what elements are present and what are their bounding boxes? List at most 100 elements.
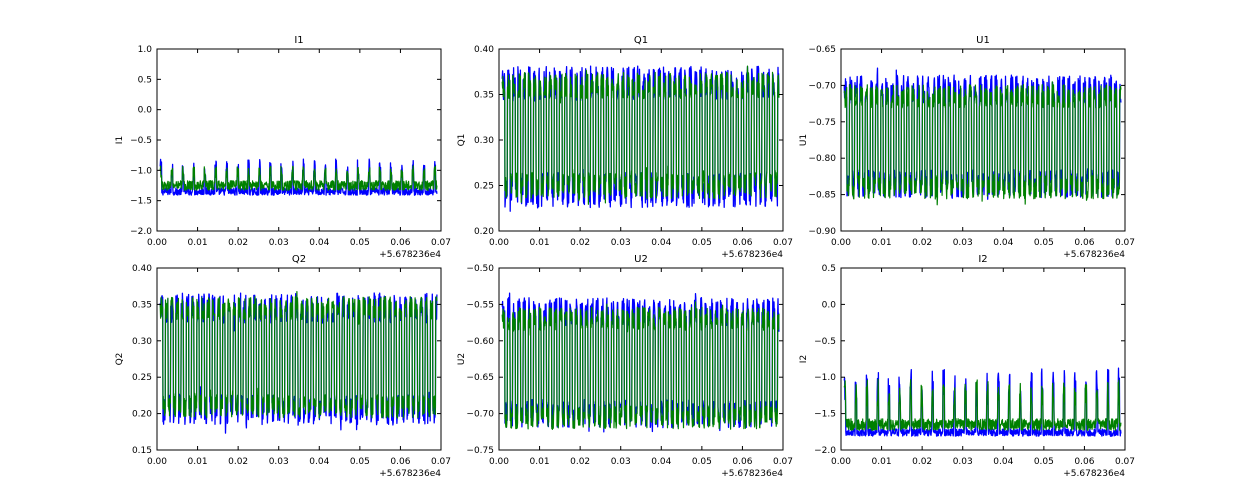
x-tick-label: 0.03 bbox=[953, 238, 973, 248]
subplot-q1: 0.00 0.01 0.02 0.03 0.04 0.05 0.06 0.07 +5.67823… bbox=[457, 35, 793, 260]
x-offset-label: +5.678236e4 bbox=[379, 469, 441, 479]
subplot-title: U2 bbox=[634, 254, 648, 265]
x-tick-label: 0.03 bbox=[611, 457, 631, 467]
y-tick-label: 0.20 bbox=[474, 227, 494, 237]
y-tick-label: 0.15 bbox=[132, 446, 152, 456]
series-line-2 bbox=[501, 301, 780, 430]
y-tick-label: 1.0 bbox=[138, 45, 153, 55]
series-line-2 bbox=[159, 165, 438, 191]
x-tick-label: 0.04 bbox=[309, 238, 329, 248]
subplot-u2: 0.00 0.01 0.02 0.03 0.04 0.05 0.06 0.07 +5.67823… bbox=[457, 254, 793, 479]
y-tick-label: −0.75 bbox=[808, 118, 836, 128]
x-tick-label: 0.06 bbox=[732, 238, 752, 248]
x-tick-label: 0.07 bbox=[1115, 238, 1135, 248]
axes-frame bbox=[840, 48, 1126, 232]
x-tick-label: 0.01 bbox=[530, 238, 550, 248]
series-group bbox=[159, 158, 438, 196]
x-tick-label: 0.05 bbox=[1034, 457, 1054, 467]
axes-frame bbox=[498, 267, 784, 451]
y-axis-label: U1 bbox=[799, 134, 809, 146]
y-tick-label: −0.65 bbox=[466, 373, 494, 383]
y-axis-label: Q1 bbox=[457, 134, 467, 147]
x-tick-label: 0.02 bbox=[228, 238, 248, 248]
x-tick-label: 0.06 bbox=[390, 238, 410, 248]
series-line-2 bbox=[843, 81, 1122, 206]
x-tick-label: 0.07 bbox=[431, 457, 451, 467]
y-tick-label: 0.5 bbox=[138, 75, 152, 85]
x-offset-label: +5.678236e4 bbox=[721, 469, 783, 479]
x-tick-label: 0.03 bbox=[269, 457, 289, 467]
subplot-i1: 0.00 0.01 0.02 0.03 0.04 0.05 0.06 0.07 +5.67823… bbox=[115, 35, 451, 260]
x-tick-label: 0.03 bbox=[953, 457, 973, 467]
y-tick-label: 0.40 bbox=[474, 45, 494, 55]
y-tick-label: −0.55 bbox=[466, 300, 494, 310]
x-offset-label: +5.678236e4 bbox=[721, 250, 783, 260]
subplot-i2: 0.00 0.01 0.02 0.03 0.04 0.05 0.06 0.07 +5.67823… bbox=[799, 254, 1135, 479]
y-tick-label: −2.0 bbox=[814, 446, 836, 456]
y-axis-label: Q2 bbox=[115, 353, 125, 366]
y-tick-label: 0.0 bbox=[822, 300, 837, 310]
x-tick-label: 0.05 bbox=[350, 238, 370, 248]
x-tick-label: 0.00 bbox=[489, 457, 509, 467]
x-tick-label: 0.07 bbox=[431, 238, 451, 248]
x-tick-label: 0.00 bbox=[489, 238, 509, 248]
x-tick-label: 0.00 bbox=[147, 238, 167, 248]
x-tick-label: 0.01 bbox=[872, 238, 892, 248]
y-tick-label: 0.35 bbox=[132, 300, 152, 310]
axes-frame bbox=[156, 267, 442, 451]
x-tick-label: 0.06 bbox=[1074, 457, 1094, 467]
x-tick-label: 0.01 bbox=[530, 457, 550, 467]
y-tick-label: 0.0 bbox=[138, 106, 153, 116]
series-line-2 bbox=[843, 378, 1122, 431]
x-tick-label: 0.04 bbox=[993, 238, 1013, 248]
x-tick-label: 0.02 bbox=[912, 457, 932, 467]
y-tick-label: 0.25 bbox=[474, 182, 494, 192]
x-tick-label: 0.06 bbox=[390, 457, 410, 467]
x-tick-label: 0.00 bbox=[831, 238, 851, 248]
x-tick-label: 0.07 bbox=[1115, 457, 1135, 467]
x-tick-label: 0.02 bbox=[570, 238, 590, 248]
x-tick-label: 0.02 bbox=[912, 238, 932, 248]
y-tick-label: −1.0 bbox=[814, 373, 836, 383]
y-tick-label: −0.70 bbox=[808, 81, 836, 91]
series-line-2 bbox=[501, 65, 780, 205]
y-tick-label: −0.75 bbox=[466, 446, 494, 456]
subplot-title: I2 bbox=[978, 254, 987, 265]
x-tick-label: 0.04 bbox=[993, 457, 1013, 467]
x-tick-label: 0.05 bbox=[350, 457, 370, 467]
x-tick-label: 0.06 bbox=[1074, 238, 1094, 248]
y-tick-label: −2.0 bbox=[130, 227, 152, 237]
y-tick-label: −0.5 bbox=[130, 136, 152, 146]
subplot-title: I1 bbox=[294, 35, 303, 46]
x-tick-label: 0.02 bbox=[570, 457, 590, 467]
y-tick-label: 0.30 bbox=[474, 136, 494, 146]
x-tick-label: 0.00 bbox=[147, 457, 167, 467]
axes-frame bbox=[840, 267, 1126, 451]
y-axis-label: U2 bbox=[457, 353, 467, 365]
subplot-title: Q1 bbox=[634, 35, 648, 46]
y-tick-label: −0.90 bbox=[808, 227, 836, 237]
x-tick-label: 0.01 bbox=[872, 457, 892, 467]
y-tick-label: −0.70 bbox=[466, 410, 494, 420]
y-tick-label: 0.5 bbox=[822, 264, 836, 274]
y-tick-label: −0.60 bbox=[466, 337, 494, 347]
x-offset-label: +5.678236e4 bbox=[379, 250, 441, 260]
subplot-q2: 0.00 0.01 0.02 0.03 0.04 0.05 0.06 0.07 +5.67823… bbox=[115, 254, 451, 479]
y-tick-label: −1.0 bbox=[130, 166, 152, 176]
x-tick-label: 0.05 bbox=[1034, 238, 1054, 248]
y-tick-label: 0.20 bbox=[132, 410, 152, 420]
y-tick-label: −0.65 bbox=[808, 45, 836, 55]
series-group bbox=[843, 67, 1122, 206]
subplot-title: U1 bbox=[976, 35, 990, 46]
y-axis-label: I1 bbox=[115, 136, 125, 144]
y-tick-label: −1.5 bbox=[814, 410, 836, 420]
y-tick-label: −0.85 bbox=[808, 191, 836, 201]
x-tick-label: 0.03 bbox=[611, 238, 631, 248]
x-offset-label: +5.678236e4 bbox=[1063, 469, 1125, 479]
x-tick-label: 0.03 bbox=[269, 238, 289, 248]
x-tick-label: 0.04 bbox=[651, 238, 671, 248]
x-tick-label: 0.05 bbox=[692, 238, 712, 248]
subplot-u1: 0.00 0.01 0.02 0.03 0.04 0.05 0.06 0.07 +5.67823… bbox=[799, 35, 1135, 260]
x-offset-label: +5.678236e4 bbox=[1063, 250, 1125, 260]
x-tick-label: 0.07 bbox=[773, 238, 793, 248]
